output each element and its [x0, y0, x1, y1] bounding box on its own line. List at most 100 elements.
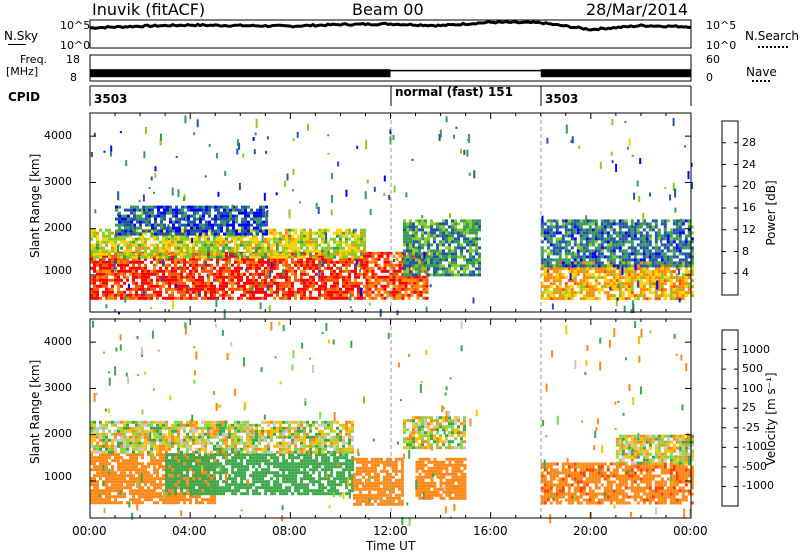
- power-cell: [457, 246, 460, 250]
- power-cell: [135, 281, 138, 285]
- power-cell: [579, 234, 583, 238]
- velocity-cell: [210, 477, 213, 481]
- power-cell: [403, 219, 406, 223]
- power-cell: [558, 276, 562, 280]
- power-cell: [657, 231, 661, 235]
- power-cell: [240, 296, 243, 300]
- power-cell: [324, 266, 327, 270]
- velocity-cell: [120, 483, 123, 487]
- power-cell: [377, 293, 381, 297]
- power-cell: [365, 269, 369, 273]
- power-cell: [579, 279, 583, 283]
- power-cell: [412, 225, 415, 229]
- velocity-cell: [93, 480, 96, 484]
- power-cell: [561, 225, 565, 229]
- velocity-cell: [99, 471, 102, 475]
- power-cell: [345, 231, 348, 235]
- power-cell: [342, 293, 345, 297]
- power-cell: [585, 273, 589, 277]
- power-cell: [205, 205, 208, 209]
- velocity-cell: [183, 480, 187, 484]
- power-cell: [552, 252, 556, 256]
- power-cell: [171, 272, 174, 276]
- power-cell: [612, 240, 616, 244]
- velocity-cell: [96, 498, 99, 502]
- power-cell: [609, 234, 613, 238]
- power-cell: [282, 263, 285, 267]
- power-cell: [675, 279, 679, 283]
- power-cell: [153, 293, 156, 297]
- power-cell: [636, 252, 640, 256]
- power-cell: [633, 261, 637, 265]
- power-cell: [220, 220, 223, 224]
- power-cell: [148, 208, 151, 212]
- power-cell: [546, 252, 550, 256]
- power-cell: [330, 237, 333, 241]
- power-cell: [433, 240, 436, 244]
- power-cell: [345, 240, 348, 244]
- power-cell: [102, 257, 105, 261]
- velocity-cell: [96, 480, 99, 484]
- power-cell: [276, 293, 279, 297]
- power-cell: [318, 278, 321, 282]
- power-cell: [567, 270, 571, 274]
- power-cell: [543, 258, 547, 262]
- power-cell: [463, 246, 466, 250]
- power-cell: [410, 281, 414, 285]
- power-cell: [322, 259, 325, 267]
- power-cell: [96, 237, 99, 241]
- power-cell: [154, 226, 157, 230]
- power-cell: [96, 234, 99, 238]
- power-cell: [552, 276, 556, 280]
- power-cell: [410, 284, 414, 288]
- power-cell: [187, 223, 190, 227]
- power-cell: [330, 284, 333, 288]
- power-cell: [297, 266, 300, 270]
- velocity-cell: [192, 483, 196, 487]
- velocity-cell: [147, 453, 150, 457]
- power-cell: [630, 240, 634, 244]
- power-cell: [270, 281, 273, 285]
- power-cell: [333, 252, 336, 256]
- power-cell: [253, 211, 256, 215]
- power-cell: [681, 240, 685, 244]
- power-cell: [258, 249, 261, 253]
- power-cell: [561, 288, 565, 292]
- power-cell: [216, 275, 219, 279]
- power-cell: [623, 305, 626, 312]
- power-cell: [451, 228, 454, 232]
- power-cell: [234, 275, 237, 279]
- velocity-cell: [174, 486, 178, 490]
- power-cell: [195, 293, 198, 297]
- power-cell: [395, 284, 399, 288]
- power-cell: [439, 255, 442, 259]
- power-cell: [186, 249, 189, 253]
- velocity-cell: [120, 468, 123, 472]
- power-cell: [282, 260, 285, 264]
- power-cell: [660, 249, 664, 253]
- power-cell: [427, 261, 430, 265]
- power-cell: [466, 149, 469, 157]
- power-cell: [309, 284, 312, 288]
- power-cell: [439, 249, 442, 253]
- power-cell: [236, 139, 239, 147]
- velocity-cell: [156, 468, 159, 472]
- power-cell: [93, 255, 96, 259]
- power-cell: [377, 275, 381, 279]
- power-cell: [675, 264, 679, 268]
- power-cell: [333, 293, 336, 297]
- power-cell: [365, 254, 369, 258]
- power-cell: [639, 294, 643, 298]
- power-cell: [207, 275, 210, 279]
- power-cell: [147, 272, 150, 276]
- power-cell: [648, 249, 652, 253]
- power-cell: [165, 243, 168, 247]
- power-cell: [210, 255, 213, 259]
- power-cell: [416, 278, 420, 282]
- power-cell: [219, 234, 222, 238]
- power-cell: [642, 291, 646, 295]
- velocity-cell: [183, 498, 186, 502]
- power-cell: [591, 273, 595, 277]
- power-cell: [300, 234, 303, 238]
- power-cell: [105, 237, 108, 241]
